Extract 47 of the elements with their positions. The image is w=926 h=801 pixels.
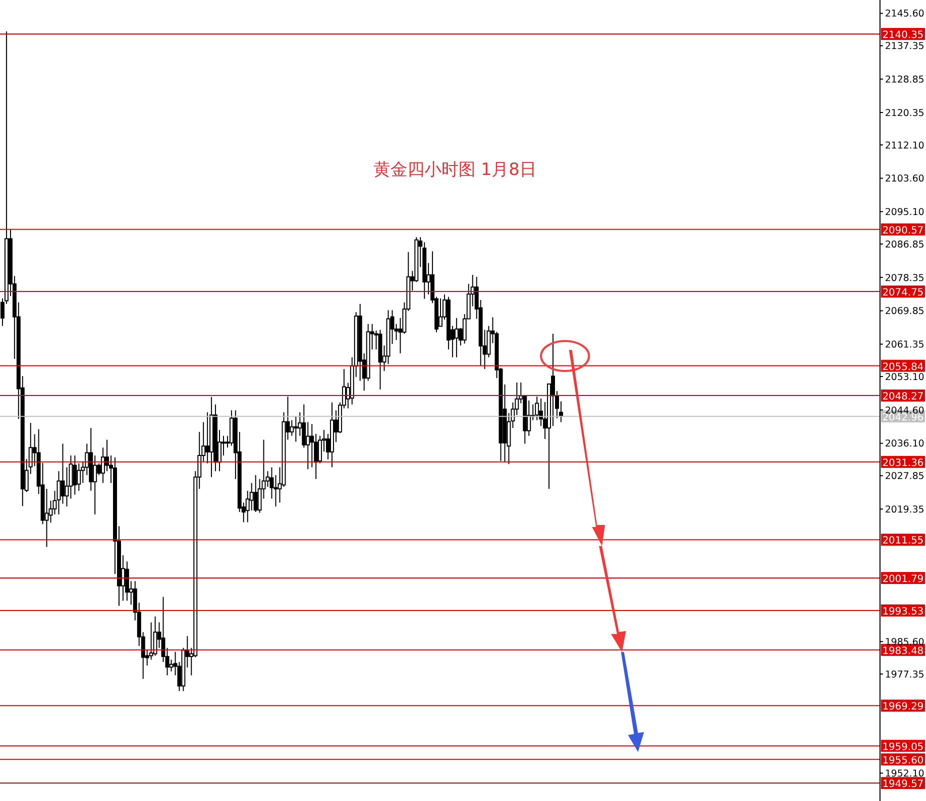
ref-line-label: 1993.53 xyxy=(882,606,924,618)
ref-line-label: 2090.57 xyxy=(882,225,924,236)
ref-line-label: 2011.55 xyxy=(882,536,924,547)
y-tick-label: 2053.10 xyxy=(885,372,924,383)
candlestick xyxy=(60,443,65,504)
y-tick-label: 2078.35 xyxy=(885,272,924,284)
y-tick-label: 2019.35 xyxy=(885,504,924,516)
text: 黄金四小时图 1月8日 xyxy=(372,159,538,181)
ref-line-label: 1949.57 xyxy=(882,779,924,790)
candlestick xyxy=(551,333,555,427)
y-tick-label: 2086.85 xyxy=(885,239,924,250)
y-tick-label: 1977.35 xyxy=(885,669,924,680)
y-tick-label: 2069.85 xyxy=(885,306,924,318)
ref-line-label: 1959.05 xyxy=(882,742,924,753)
ref-line-label: 1955.60 xyxy=(882,755,924,766)
ref-line-label: 2074.75 xyxy=(882,288,924,299)
candlestick xyxy=(526,400,531,436)
candlestick xyxy=(153,616,158,656)
candlestick xyxy=(44,488,49,548)
ref-line-label: 2001.79 xyxy=(882,574,924,586)
y-tick-label: 2061.35 xyxy=(885,340,924,351)
candlestick xyxy=(306,422,310,470)
y-tick-label: 2095.10 xyxy=(885,207,924,218)
candlestick xyxy=(254,474,258,513)
candlestick xyxy=(72,454,77,496)
candlestick xyxy=(294,416,298,442)
y-tick-label: 2120.35 xyxy=(885,108,924,119)
ref-line-label: 2031.36 xyxy=(882,458,924,469)
ref-line-label: 2055.84 xyxy=(882,362,924,373)
ref-line-label: 1983.48 xyxy=(882,646,924,657)
ref-line-label: 1969.29 xyxy=(882,702,924,713)
candlestick xyxy=(76,462,81,492)
candlestick xyxy=(438,298,442,327)
candlestick xyxy=(454,318,459,358)
ref-line-label: 2048.27 xyxy=(882,392,924,403)
y-tick-label: 1952.10 xyxy=(885,768,924,780)
y-tick-label: 2112.10 xyxy=(885,140,924,152)
candlestick xyxy=(205,412,210,464)
y-tick-label: 2103.60 xyxy=(885,174,924,185)
y-tick-label: 2145.60 xyxy=(885,8,924,20)
y-tick-label: 2027.85 xyxy=(885,471,924,482)
ref-line-label: 2140.35 xyxy=(882,30,924,41)
candlestick xyxy=(92,454,97,515)
ref-line-label: 2042.96 xyxy=(882,412,924,424)
y-tick-label: 2128.85 xyxy=(885,74,924,86)
y-tick-label: 2137.35 xyxy=(885,41,924,52)
y-tick-label: 2036.10 xyxy=(885,438,924,450)
